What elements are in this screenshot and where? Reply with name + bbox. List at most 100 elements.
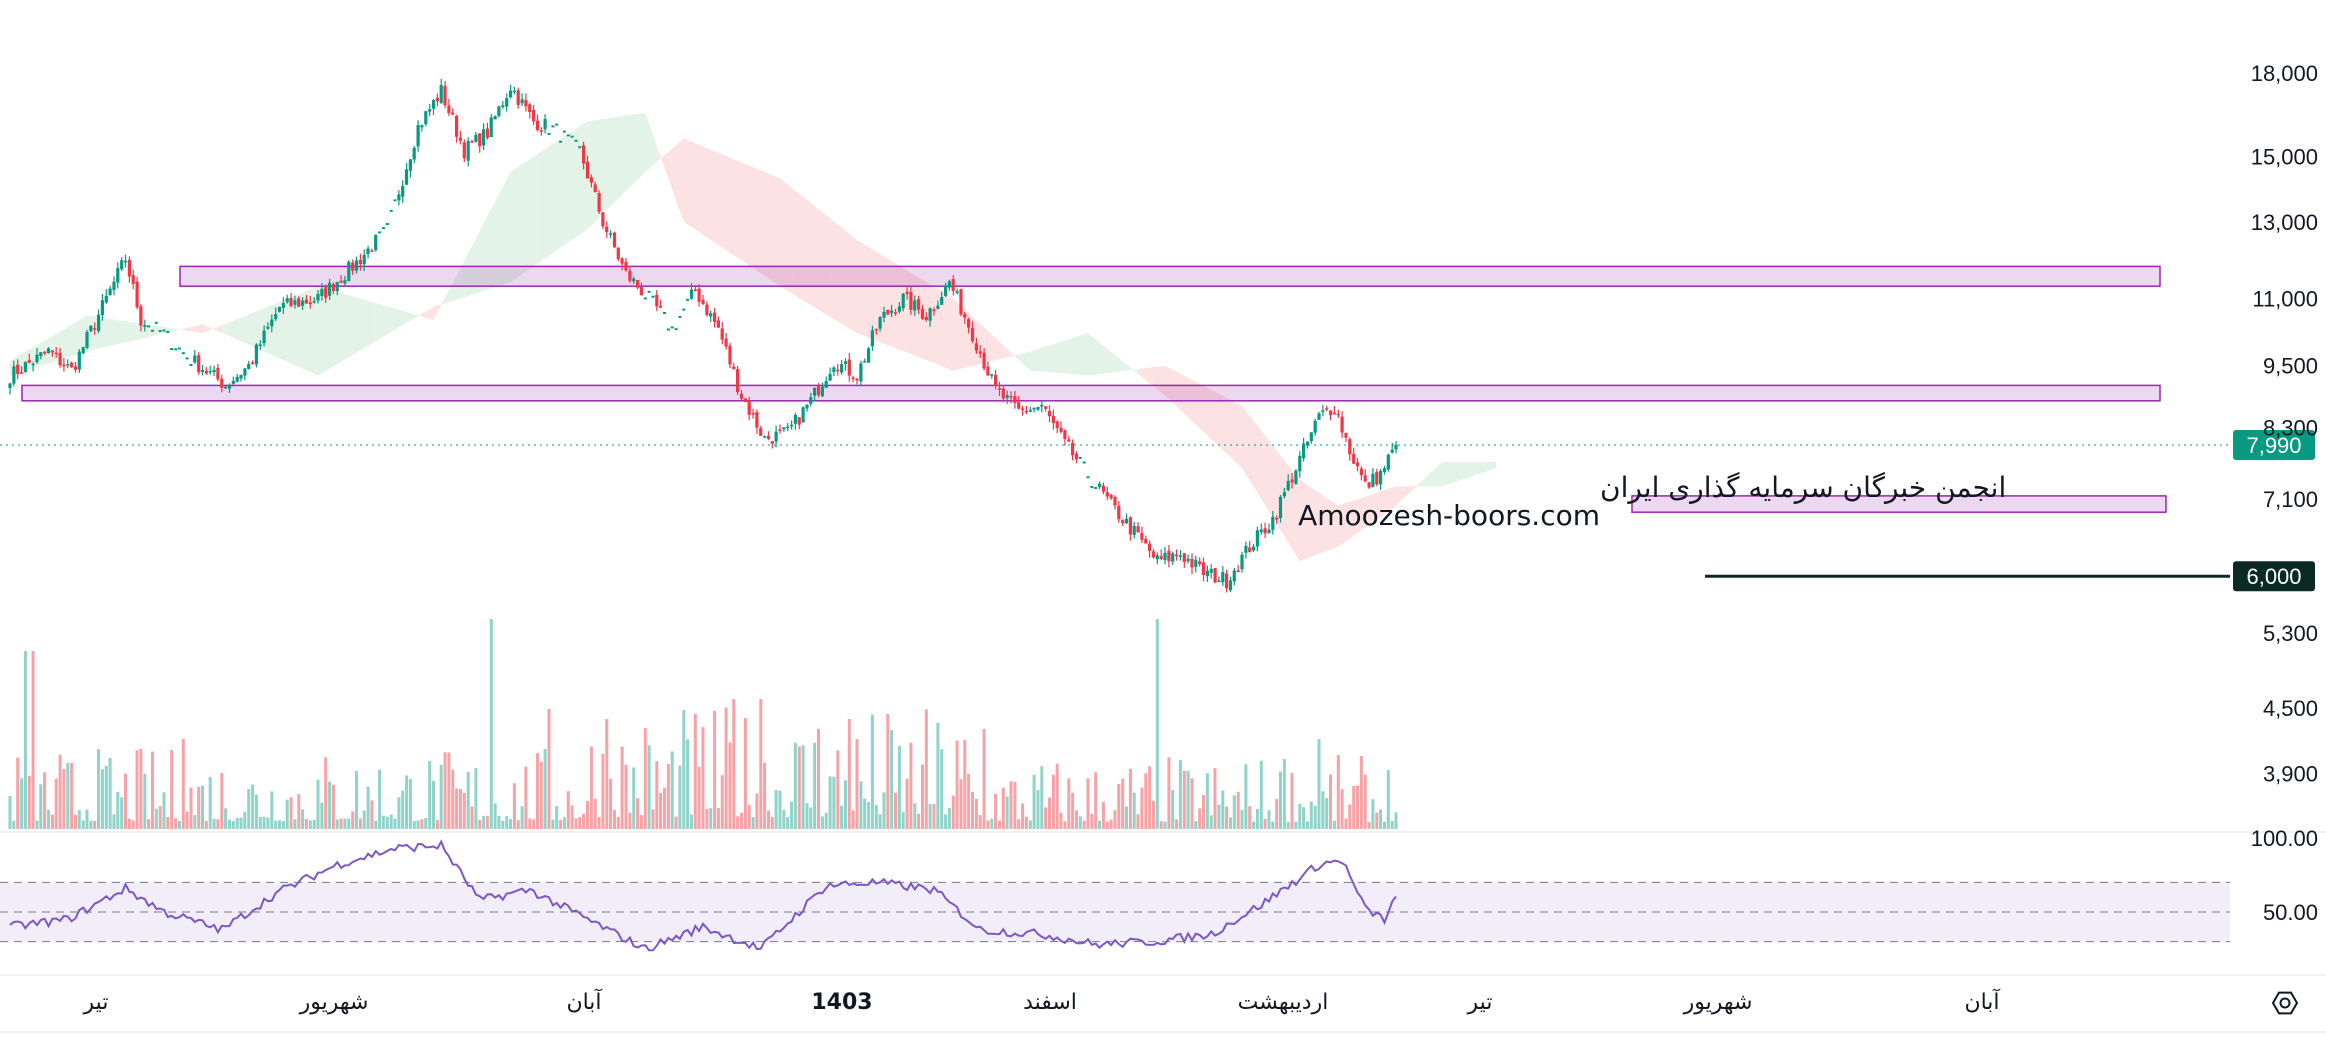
rsi-tick: 100.00	[2251, 826, 2318, 851]
price-axis[interactable]: 7,990 6,000 18,000 15,000 13,000 11,000 9,500 8…	[2233, 61, 2318, 787]
candle	[235, 376, 239, 382]
cloud-segment	[279, 294, 299, 367]
volume-bar	[959, 779, 963, 829]
volume-bar	[1248, 806, 1252, 829]
candle	[435, 97, 439, 102]
volume-bar	[189, 787, 193, 829]
volume-bar	[555, 806, 559, 829]
candle	[343, 280, 347, 284]
candle	[127, 259, 131, 277]
volume-bar	[697, 766, 701, 829]
cloud-segment	[1319, 492, 1326, 554]
volume-bar	[1267, 810, 1271, 829]
candle	[474, 134, 478, 142]
candle	[751, 413, 755, 415]
candle	[847, 359, 851, 376]
volume-bar	[1075, 810, 1078, 829]
candle	[1121, 520, 1125, 524]
candle	[701, 299, 705, 304]
volume-bar	[509, 819, 512, 829]
candle	[224, 386, 228, 389]
volume-bar	[435, 820, 439, 829]
volume-bar	[362, 810, 366, 829]
cloud-segment	[1177, 372, 1191, 420]
cloud-segment	[510, 163, 524, 283]
gear-icon[interactable]	[2271, 991, 2299, 1015]
volume-bar	[116, 791, 120, 829]
volume-bar	[74, 814, 77, 829]
cloud-segment	[1078, 333, 1088, 376]
volume-bar	[932, 803, 936, 829]
cloud-segment	[1152, 365, 1165, 396]
candle	[481, 129, 486, 146]
cloud-segment	[337, 291, 357, 364]
volume-bar	[328, 781, 332, 829]
volume-bar	[1140, 787, 1144, 829]
candle	[339, 280, 343, 283]
cloud-segment	[61, 323, 75, 360]
candle	[470, 141, 474, 143]
volume-bar	[297, 794, 301, 829]
volume-bar	[840, 805, 844, 829]
cloud-segment	[536, 146, 549, 265]
candle	[1382, 468, 1387, 472]
watermark: انجمن خبرگان سرمایه گذاری ایران Amoozesh…	[1298, 471, 2006, 532]
candle	[1209, 568, 1213, 573]
volume-bar	[1298, 804, 1302, 829]
candle	[855, 378, 859, 381]
volume-bar	[81, 820, 85, 829]
volume-bar	[924, 709, 928, 829]
volume-bar	[601, 753, 605, 829]
volume-bar	[616, 817, 620, 829]
candle	[1332, 412, 1336, 415]
volume-bar	[624, 764, 628, 829]
volume-bar	[905, 778, 909, 829]
candle	[786, 426, 790, 429]
volume-bar	[994, 793, 998, 829]
candle	[585, 161, 590, 179]
time-axis[interactable]: تیر شهریور آبان 1403 اسفند اردیبهشت تیر شهریور آ…	[0, 974, 2326, 1033]
candle	[836, 369, 840, 372]
cloud-segment	[677, 138, 684, 222]
volume-bar	[1101, 802, 1105, 829]
candle	[1148, 543, 1152, 551]
cloud-segment	[1357, 496, 1368, 533]
volume-bar	[239, 817, 243, 829]
volume-bar	[1221, 790, 1225, 829]
volume-bar	[405, 775, 409, 829]
candle	[458, 137, 462, 141]
volume-bar	[216, 819, 220, 829]
candle	[697, 288, 701, 302]
cloud-segment	[670, 144, 678, 204]
candle	[924, 317, 928, 321]
candle	[1371, 473, 1375, 487]
candle	[1194, 559, 1198, 567]
candle	[824, 381, 828, 388]
volume-bar	[412, 821, 416, 829]
candle	[189, 364, 193, 366]
candle	[736, 369, 740, 393]
volume-bar	[1190, 778, 1194, 829]
candle	[151, 329, 154, 332]
volume-bar	[813, 742, 817, 829]
candle	[867, 348, 871, 363]
volume-bar	[343, 818, 347, 829]
volume-bar	[1171, 789, 1175, 829]
candle	[1155, 555, 1159, 560]
candle	[670, 326, 674, 329]
volume-bar	[747, 804, 751, 829]
candle	[840, 364, 844, 373]
candle	[320, 288, 324, 296]
volume-bar	[674, 816, 678, 829]
candle	[197, 355, 201, 373]
cloud-segment	[1242, 406, 1252, 484]
candle	[1136, 526, 1140, 533]
candle	[204, 370, 208, 374]
cloud-segment	[1251, 418, 1262, 499]
rsi-line	[9, 839, 1397, 952]
candle	[16, 364, 20, 375]
candle	[39, 352, 43, 356]
cloud-segment	[1419, 476, 1427, 487]
